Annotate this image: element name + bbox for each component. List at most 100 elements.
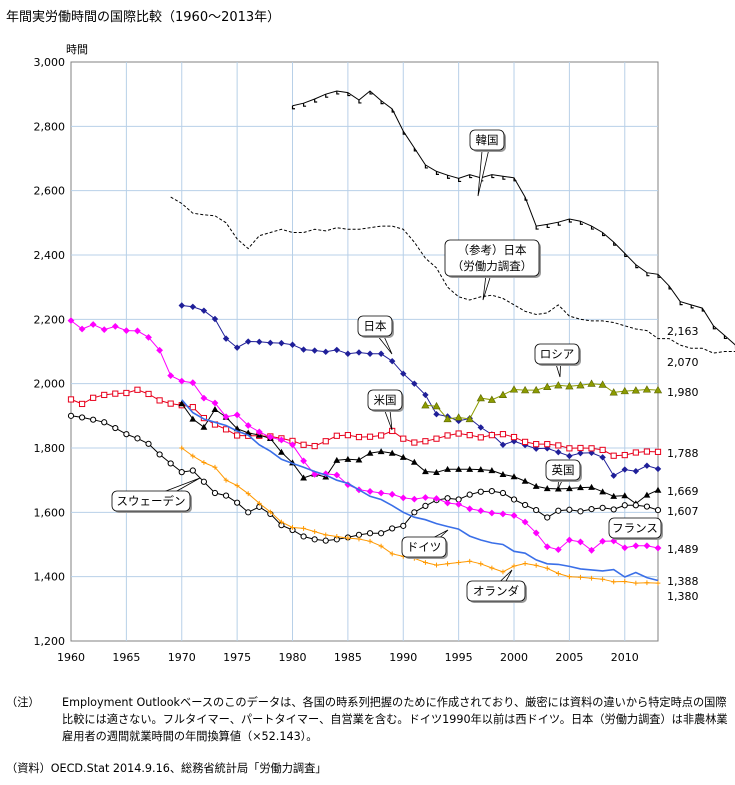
data-point (123, 431, 130, 438)
data-point (446, 175, 451, 179)
data-point (334, 534, 340, 539)
callout-box (357, 315, 393, 337)
data-point (499, 489, 507, 497)
data-point (145, 390, 152, 398)
data-point (311, 442, 318, 450)
data-point (134, 327, 141, 335)
data-point (544, 445, 551, 452)
data-point (312, 529, 318, 535)
data-point (642, 385, 652, 393)
data-point (378, 543, 384, 549)
data-point (411, 509, 418, 516)
data-point (653, 385, 663, 394)
data-point (577, 449, 584, 457)
end-label-uk: 1,669 (667, 485, 699, 498)
data-point (378, 432, 385, 439)
data-point (611, 579, 617, 585)
series-callouts: 韓国 （参考）日本 （労働力調査） 日本ロシア米国英国スウェーデンフランスドイツオラン… (111, 129, 663, 603)
data-point (222, 335, 230, 342)
data-point (723, 335, 727, 340)
data-point (477, 507, 485, 515)
data-point (377, 448, 385, 455)
data-point (222, 492, 230, 499)
data-point (223, 477, 229, 483)
data-point (300, 457, 307, 465)
data-point (344, 455, 352, 462)
data-point (422, 438, 429, 445)
data-point (609, 388, 618, 396)
data-point (655, 580, 661, 586)
data-point (291, 105, 296, 110)
source-text: （資料）OECD.Stat 2014.9.16、総務省統計局「労働力調査」 (6, 762, 327, 775)
data-point (657, 274, 661, 278)
data-point (366, 433, 374, 440)
data-point (498, 390, 508, 399)
data-point (245, 491, 251, 497)
data-point (399, 453, 407, 460)
data-point (520, 385, 530, 394)
data-point (466, 505, 474, 513)
data-point (602, 232, 606, 237)
series-netherlands (179, 445, 661, 586)
data-point (388, 449, 396, 456)
data-point (112, 390, 119, 397)
y-tick-label: 1,200 (34, 635, 66, 648)
data-point (336, 90, 340, 95)
callout-box (534, 343, 580, 365)
data-point (521, 518, 529, 526)
series-line (170, 196, 735, 354)
data-point (511, 563, 517, 569)
data-point (599, 454, 606, 461)
data-point (289, 341, 296, 348)
data-point (189, 467, 196, 474)
data-point (399, 494, 407, 502)
data-point (510, 473, 518, 480)
data-point (654, 465, 662, 473)
data-point (422, 468, 429, 475)
callout-box (111, 490, 191, 512)
series-japan (178, 302, 662, 479)
data-point (499, 431, 507, 438)
data-point (565, 485, 573, 492)
data-point (568, 218, 572, 223)
data-point (433, 411, 440, 418)
data-point (179, 445, 185, 451)
data-point (167, 460, 174, 467)
data-point (333, 346, 341, 354)
data-point (222, 413, 230, 421)
callout-japan_lfs: （参考）日本 （労働力調査） (444, 239, 541, 301)
data-point (388, 357, 396, 365)
data-point (712, 325, 716, 330)
data-point (266, 433, 274, 441)
y-tick-label: 2,000 (34, 378, 66, 391)
series-korea (291, 90, 735, 349)
data-point (499, 510, 507, 518)
data-point (466, 465, 474, 472)
y-tick-label: 1,800 (34, 442, 66, 455)
data-point (565, 536, 573, 544)
data-point (599, 504, 606, 511)
callout-label: （参考）日本 (458, 243, 527, 257)
data-point (546, 224, 550, 229)
y-axis-unit: 時間 (66, 43, 88, 56)
x-tick-label: 1975 (223, 651, 251, 664)
data-point (433, 469, 440, 476)
data-point (554, 381, 563, 389)
data-point (101, 391, 108, 399)
data-point (590, 226, 595, 230)
data-point (222, 426, 230, 433)
data-point (145, 440, 152, 447)
end-value-labels: 2,163 2,070 1,980 1,788 1,669 1,607 1,489 1,388… (667, 325, 699, 603)
data-point (555, 507, 562, 514)
data-point (633, 580, 639, 586)
data-point (532, 529, 540, 537)
data-point (424, 164, 428, 169)
data-point (444, 499, 451, 507)
data-point (400, 370, 407, 377)
data-point (589, 575, 594, 581)
data-point (621, 492, 629, 499)
data-point (211, 489, 219, 497)
x-tick-label: 1980 (279, 651, 307, 664)
data-point (178, 469, 185, 476)
data-point (579, 221, 583, 225)
